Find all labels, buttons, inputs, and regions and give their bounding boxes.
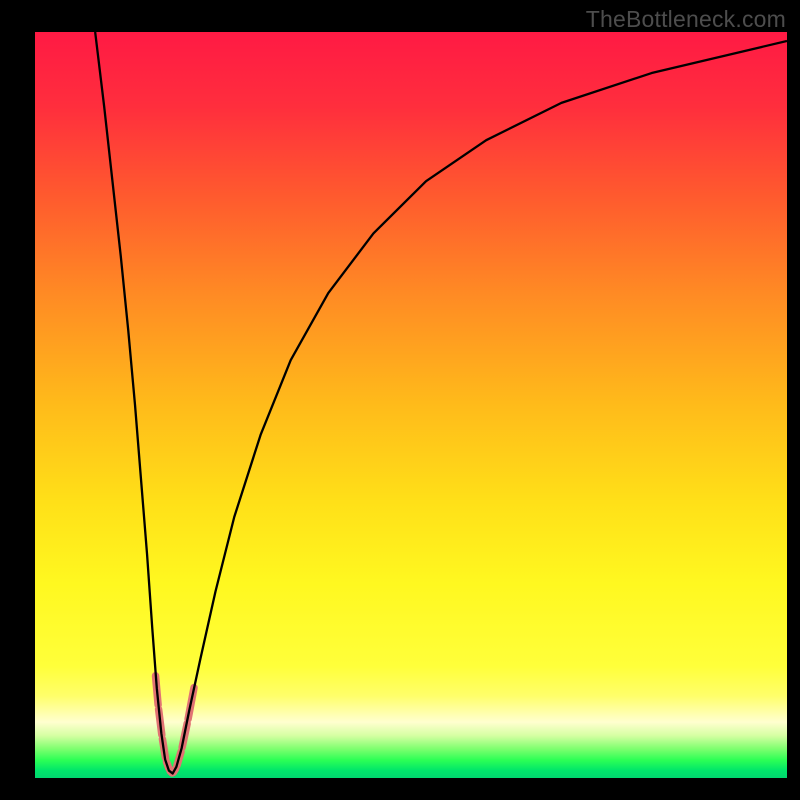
plot-area: [35, 32, 787, 778]
watermark-text: TheBottleneck.com: [586, 6, 786, 33]
bottleneck-curve: [95, 32, 787, 774]
curve-layer: [35, 32, 787, 778]
